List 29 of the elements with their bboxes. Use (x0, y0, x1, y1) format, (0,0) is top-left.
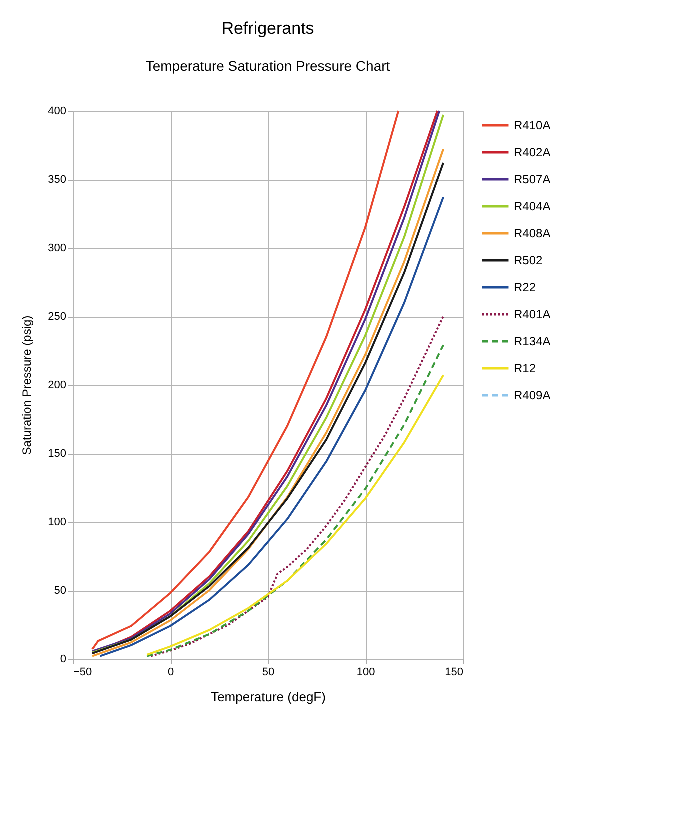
y-tick-label: 150 (48, 448, 66, 460)
y-tick-label: 350 (48, 174, 66, 186)
y-tick-label: 300 (48, 242, 66, 254)
legend-label: R134A (514, 334, 551, 348)
chart-subtitle: Temperature Saturation Pressure Chart (146, 58, 390, 74)
y-tick-label: 100 (48, 516, 66, 528)
y-axis-title: Saturation Pressure (psig) (20, 316, 34, 456)
y-tick-label: 50 (54, 585, 66, 597)
legend-label: R502 (514, 254, 544, 268)
x-tick-label: 0 (168, 666, 174, 678)
legend-label: R410A (514, 118, 551, 132)
legend-label: R507A (514, 172, 551, 186)
legend-label: R22 (514, 280, 536, 294)
x-tick-label: 50 (262, 666, 275, 678)
legend-label: R12 (514, 362, 536, 376)
legend-label: R409A (514, 388, 551, 402)
legend-label: R408A (514, 226, 551, 240)
y-tick-label: 250 (48, 311, 66, 323)
legend-label: R402A (514, 146, 551, 160)
x-tick-label: 150 (445, 666, 464, 678)
x-axis-title: Temperature (degF) (211, 690, 326, 704)
y-tick-label: 200 (48, 380, 66, 392)
legend-label: R401A (514, 308, 551, 322)
legend-label: R404A (514, 200, 551, 214)
chart-title: Refrigerants (222, 19, 314, 38)
x-tick-label: 100 (356, 666, 376, 678)
y-tick-label: 0 (60, 654, 66, 666)
x-tick-label: −50 (74, 666, 92, 678)
y-tick-label: 400 (48, 106, 66, 118)
